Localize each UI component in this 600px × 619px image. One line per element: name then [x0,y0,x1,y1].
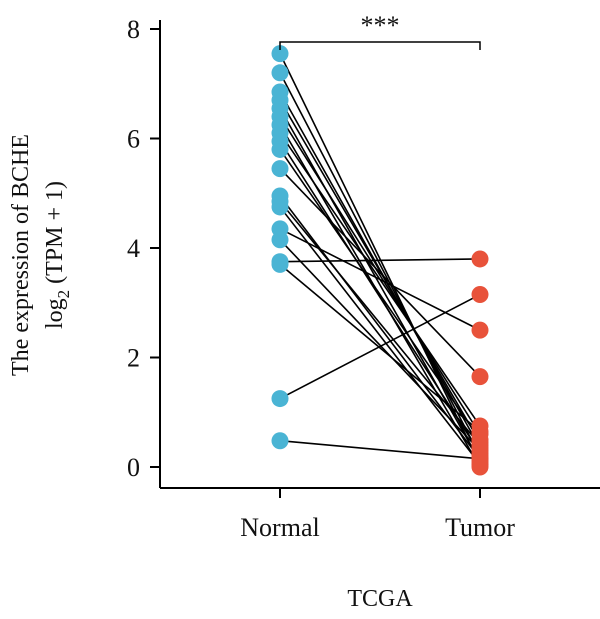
pair-line [279,293,481,400]
pair-line [279,99,481,443]
bracket-line [279,41,481,50]
y-tick-label: 0 [127,453,140,482]
y-tick-label: 4 [127,234,140,263]
pair-line [279,53,481,465]
y-axis-title-line1: The expression of BCHE [8,134,34,376]
tumor-point [471,368,489,386]
pair-line [279,263,481,433]
normal-point [271,160,289,178]
normal-point [271,140,289,158]
y-tick-label: 8 [127,15,140,44]
tumor-point [471,286,489,304]
pair-line [279,116,481,435]
axes: 0 2 4 6 8 Normal Tumor [127,15,600,542]
x-tick-label: Normal [240,513,319,542]
normal-point [271,390,289,408]
pair-line [279,200,481,446]
normal-point [271,45,289,63]
tumor-point [471,250,489,268]
pair-line [279,239,481,452]
pair-line [279,228,481,331]
pair-line [279,439,481,460]
pair-line [279,148,481,441]
tumor-point [471,422,489,440]
y-axis-title: The expression of BCHE log2 (TPM + 1) [8,134,73,376]
normal-point [271,255,289,273]
x-axis-title: TCGA [347,586,413,612]
pair-line [279,258,481,263]
significance-label: *** [361,11,400,40]
y-axis-title-line2: log2 (TPM + 1) [42,181,73,329]
data-points [271,45,489,476]
pair-lines [279,53,481,468]
normal-point [271,198,289,216]
significance-bracket [279,41,481,50]
tumor-point [471,450,489,468]
x-tick-label: Tumor [445,513,515,542]
normal-point [271,231,289,249]
tumor-point [471,321,489,339]
pair-line [279,206,481,465]
pair-line [279,140,481,454]
pair-line [279,168,481,378]
y-tick-label: 2 [127,344,140,373]
y-tick-label: 6 [127,125,140,154]
pair-line [279,72,481,457]
normal-point [271,64,289,82]
normal-point [271,432,289,450]
